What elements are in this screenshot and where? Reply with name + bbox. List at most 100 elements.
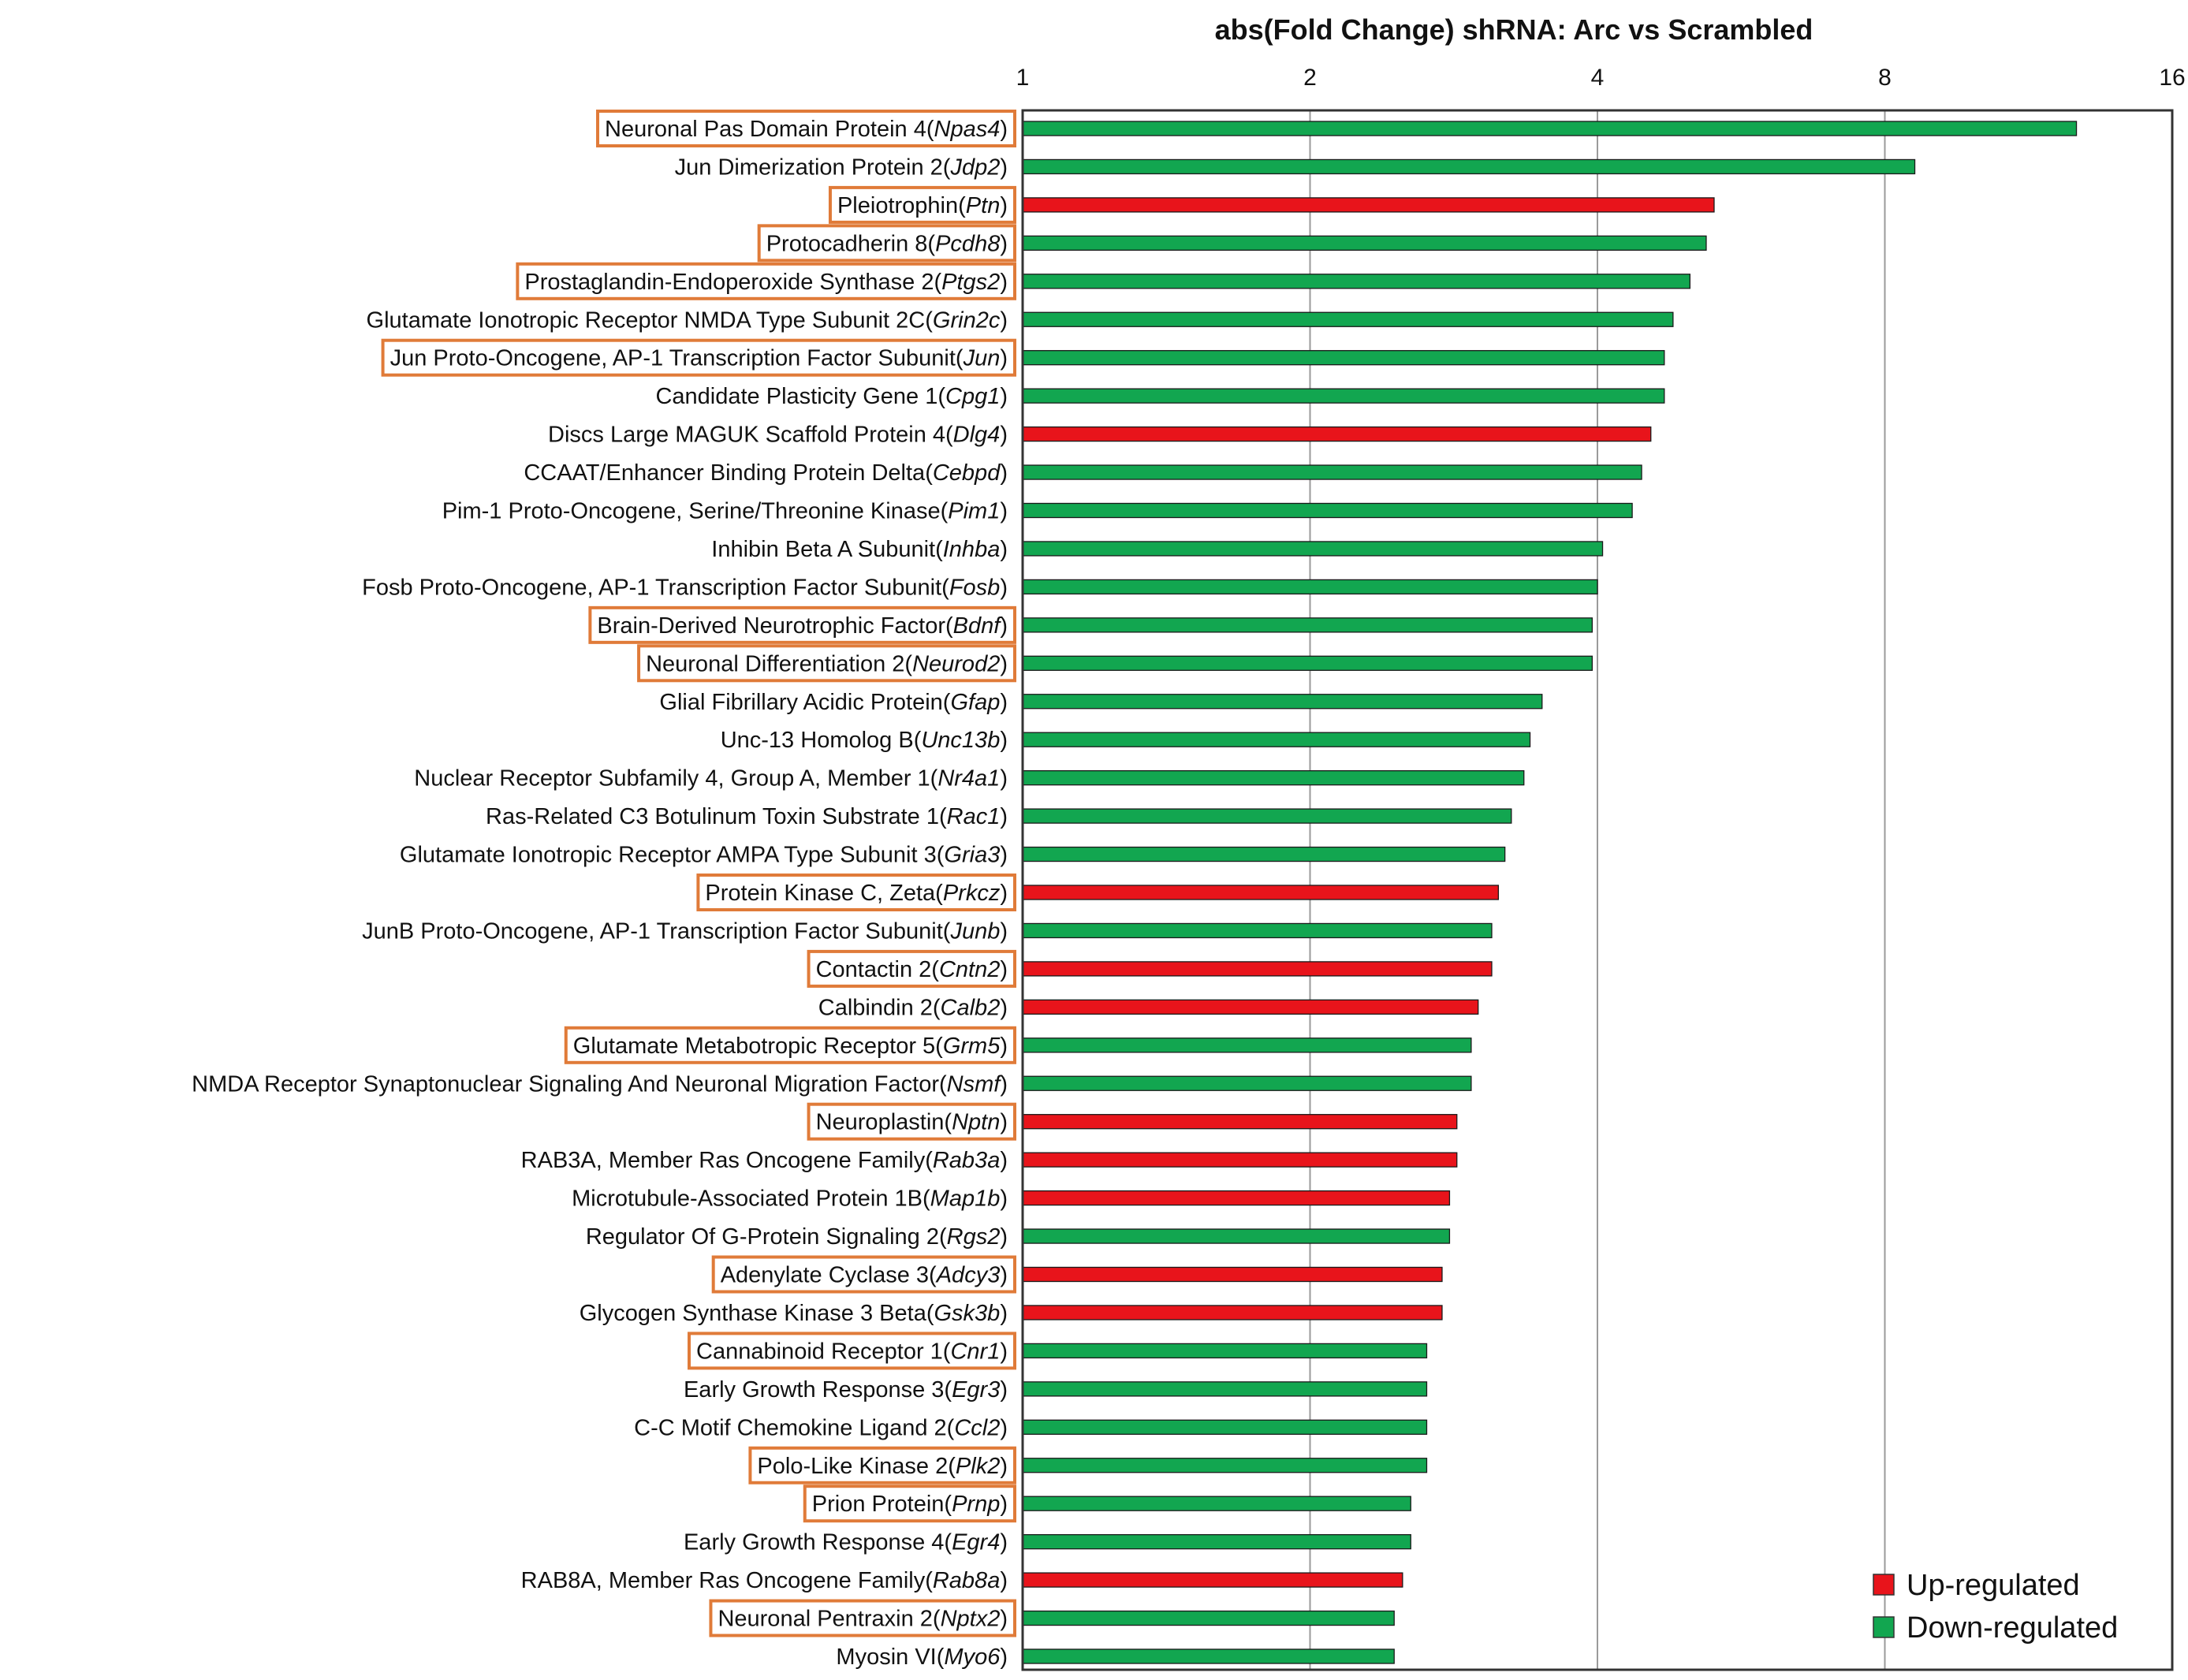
category-labels: Neuronal Pas Domain Protein 4(Npas4) Jun …	[192, 110, 1016, 1670]
bar-prkcz	[1022, 885, 1500, 900]
gene-label-ccl2: C-C Motif Chemokine Ligand 2(Ccl2)	[634, 1415, 1008, 1440]
bar-bdnf	[1022, 617, 1593, 633]
gene-label-nptx2: Neuronal Pentraxin 2(Nptx2)	[718, 1607, 1008, 1632]
bar-rab8a	[1022, 1572, 1403, 1588]
legend-swatch-up	[1873, 1574, 1895, 1596]
x-tick-label: 2	[1303, 65, 1317, 91]
bar-plk2	[1022, 1458, 1428, 1473]
highlight-box-nptn	[807, 1102, 1016, 1141]
gene-label-calb2: Calbindin 2(Calb2)	[818, 995, 1008, 1020]
gene-label-cpg1: Candidate Plasticity Gene 1(Cpg1)	[655, 384, 1008, 409]
gene-label-egr4: Early Growth Response 4(Egr4)	[684, 1530, 1008, 1555]
bar-rgs2	[1022, 1228, 1451, 1244]
highlight-box-cntn2	[807, 949, 1016, 988]
bar-cebpd	[1022, 464, 1642, 480]
gene-label-pcdh8: Protocadherin 8(Pcdh8)	[766, 231, 1008, 256]
gene-label-nsmf: NMDA Receptor Synaptonuclear Signaling A…	[192, 1071, 1008, 1097]
gene-label-neurod2: Neuronal Differentiation 2(Neurod2)	[646, 651, 1008, 676]
gene-label-nr4a1: Nuclear Receptor Subfamily 4, Group A, M…	[414, 766, 1008, 792]
highlight-box-npas4	[596, 110, 1016, 147]
highlight-box-ptgs2	[516, 262, 1016, 300]
x-tick-label: 1	[1016, 65, 1030, 91]
bar-fosb	[1022, 579, 1598, 595]
bar-nsmf	[1022, 1075, 1472, 1091]
gene-label-plk2: Polo-Like Kinase 2(Plk2)	[757, 1454, 1008, 1479]
gene-label-jun: Jun Proto-Oncogene, AP-1 Transcription F…	[390, 346, 1008, 371]
gene-label-egr3: Early Growth Response 3(Egr3)	[684, 1377, 1008, 1402]
gene-label-ptgs2: Prostaglandin-Endoperoxide Synthase 2(Pt…	[524, 270, 1008, 295]
gene-label-prnp: Prion Protein(Prnp)	[812, 1492, 1008, 1517]
gene-label-nptn: Neuroplastin(Nptn)	[816, 1110, 1008, 1135]
highlight-box-grm5	[564, 1026, 1016, 1064]
bar-gfap	[1022, 694, 1543, 710]
bar-gsk3b	[1022, 1305, 1443, 1321]
highlight-box-bdnf	[588, 605, 1016, 644]
gene-label-adcy3: Adenylate Cyclase 3(Adcy3)	[721, 1263, 1008, 1288]
x-tick-label: 8	[1878, 65, 1892, 91]
bar-rab3a	[1022, 1152, 1458, 1168]
gene-label-map1b: Microtubule-Associated Protein 1B(Map1b)	[572, 1186, 1008, 1212]
bar-grin2c	[1022, 311, 1674, 327]
highlight-box-pcdh8	[757, 224, 1016, 263]
bar-neurod2	[1022, 655, 1593, 671]
bar-egr4	[1022, 1534, 1411, 1550]
gene-label-gsk3b: Glycogen Synthase Kinase 3 Beta(Gsk3b)	[580, 1301, 1008, 1326]
bar-series	[1022, 121, 2078, 1664]
gene-label-rab3a: RAB3A, Member Ras Oncogene Family(Rab3a)	[521, 1148, 1008, 1173]
gene-label-junb: JunB Proto-Oncogene, AP-1 Transcription …	[362, 918, 1008, 944]
highlight-box-nptx2	[709, 1599, 1016, 1637]
bar-pim1	[1022, 502, 1633, 519]
gene-label-myo6: Myosin VI(Myo6)	[836, 1645, 1008, 1670]
bar-jdp2	[1022, 158, 1916, 175]
gene-label-npas4: Neuronal Pas Domain Protein 4(Npas4)	[605, 117, 1008, 142]
highlight-box-ptn	[828, 185, 1016, 224]
gene-label-dlg4: Discs Large MAGUK Scaffold Protein 4(Dlg…	[548, 423, 1008, 448]
highlight-box-adcy3	[711, 1255, 1016, 1294]
gene-label-bdnf: Brain-Derived Neurotrophic Factor(Bdnf)	[597, 613, 1008, 639]
highlight-box-neurod2	[637, 644, 1016, 683]
bar-adcy3	[1022, 1266, 1443, 1283]
bar-nptn	[1022, 1114, 1458, 1130]
bar-prnp	[1022, 1496, 1411, 1511]
gene-label-gfap: Glial Fibrillary Acidic Protein(Gfap)	[659, 690, 1008, 715]
chart-title: abs(Fold Change) shRNA: Arc vs Scrambled	[1215, 13, 1813, 46]
bar-gria3	[1022, 846, 1506, 862]
bar-ptn	[1022, 197, 1715, 213]
highlight-box-prkcz	[696, 874, 1016, 911]
gene-label-jdp2: Jun Dimerization Protein 2(Jdp2)	[675, 155, 1008, 180]
bar-dlg4	[1022, 426, 1652, 442]
bar-pcdh8	[1022, 235, 1707, 251]
gene-label-cnr1: Cannabinoid Receptor 1(Cnr1)	[696, 1339, 1008, 1364]
gene-label-pim1: Pim-1 Proto-Oncogene, Serine/Threonine K…	[442, 499, 1008, 524]
gene-label-cebpd: CCAAT/Enhancer Binding Protein Delta(Ceb…	[524, 460, 1008, 486]
bar-npas4	[1022, 121, 2078, 136]
bar-cntn2	[1022, 961, 1493, 977]
legend: Up-regulated Down-regulated	[1873, 1569, 2118, 1645]
bar-jun	[1022, 350, 1665, 366]
bar-cpg1	[1022, 388, 1665, 404]
bar-grm5	[1022, 1037, 1472, 1053]
gene-label-rgs2: Regulator Of G-Protein Signaling 2(Rgs2)	[586, 1224, 1008, 1250]
gene-label-gria3: Glutamate Ionotropic Receptor AMPA Type …	[400, 843, 1008, 868]
legend-label-up: Up-regulated	[1907, 1569, 2080, 1602]
gene-label-grm5: Glutamate Metabotropic Receptor 5(Grm5)	[573, 1034, 1008, 1059]
bar-junb	[1022, 922, 1493, 939]
bar-unc13b	[1022, 732, 1531, 747]
gene-label-ptn: Pleiotrophin(Ptn)	[837, 193, 1008, 218]
highlight-box-plk2	[748, 1446, 1016, 1484]
x-tick-label: 16	[2159, 65, 2185, 91]
bar-myo6	[1022, 1648, 1395, 1664]
bar-calb2	[1022, 999, 1479, 1015]
highlight-box-cnr1	[688, 1332, 1016, 1370]
gene-label-prkcz: Protein Kinase C, Zeta(Prkcz)	[705, 881, 1008, 906]
highlight-box-jun	[381, 338, 1016, 377]
bar-inhba	[1022, 541, 1604, 557]
bar-map1b	[1022, 1190, 1451, 1206]
bar-rac1	[1022, 808, 1512, 824]
highlight-box-prnp	[803, 1484, 1016, 1523]
gene-label-rac1: Ras-Related C3 Botulinum Toxin Substrate…	[486, 804, 1008, 829]
gene-label-cntn2: Contactin 2(Cntn2)	[816, 957, 1008, 982]
plot-area-frame	[1021, 109, 2174, 1671]
legend-swatch-down	[1873, 1616, 1895, 1638]
